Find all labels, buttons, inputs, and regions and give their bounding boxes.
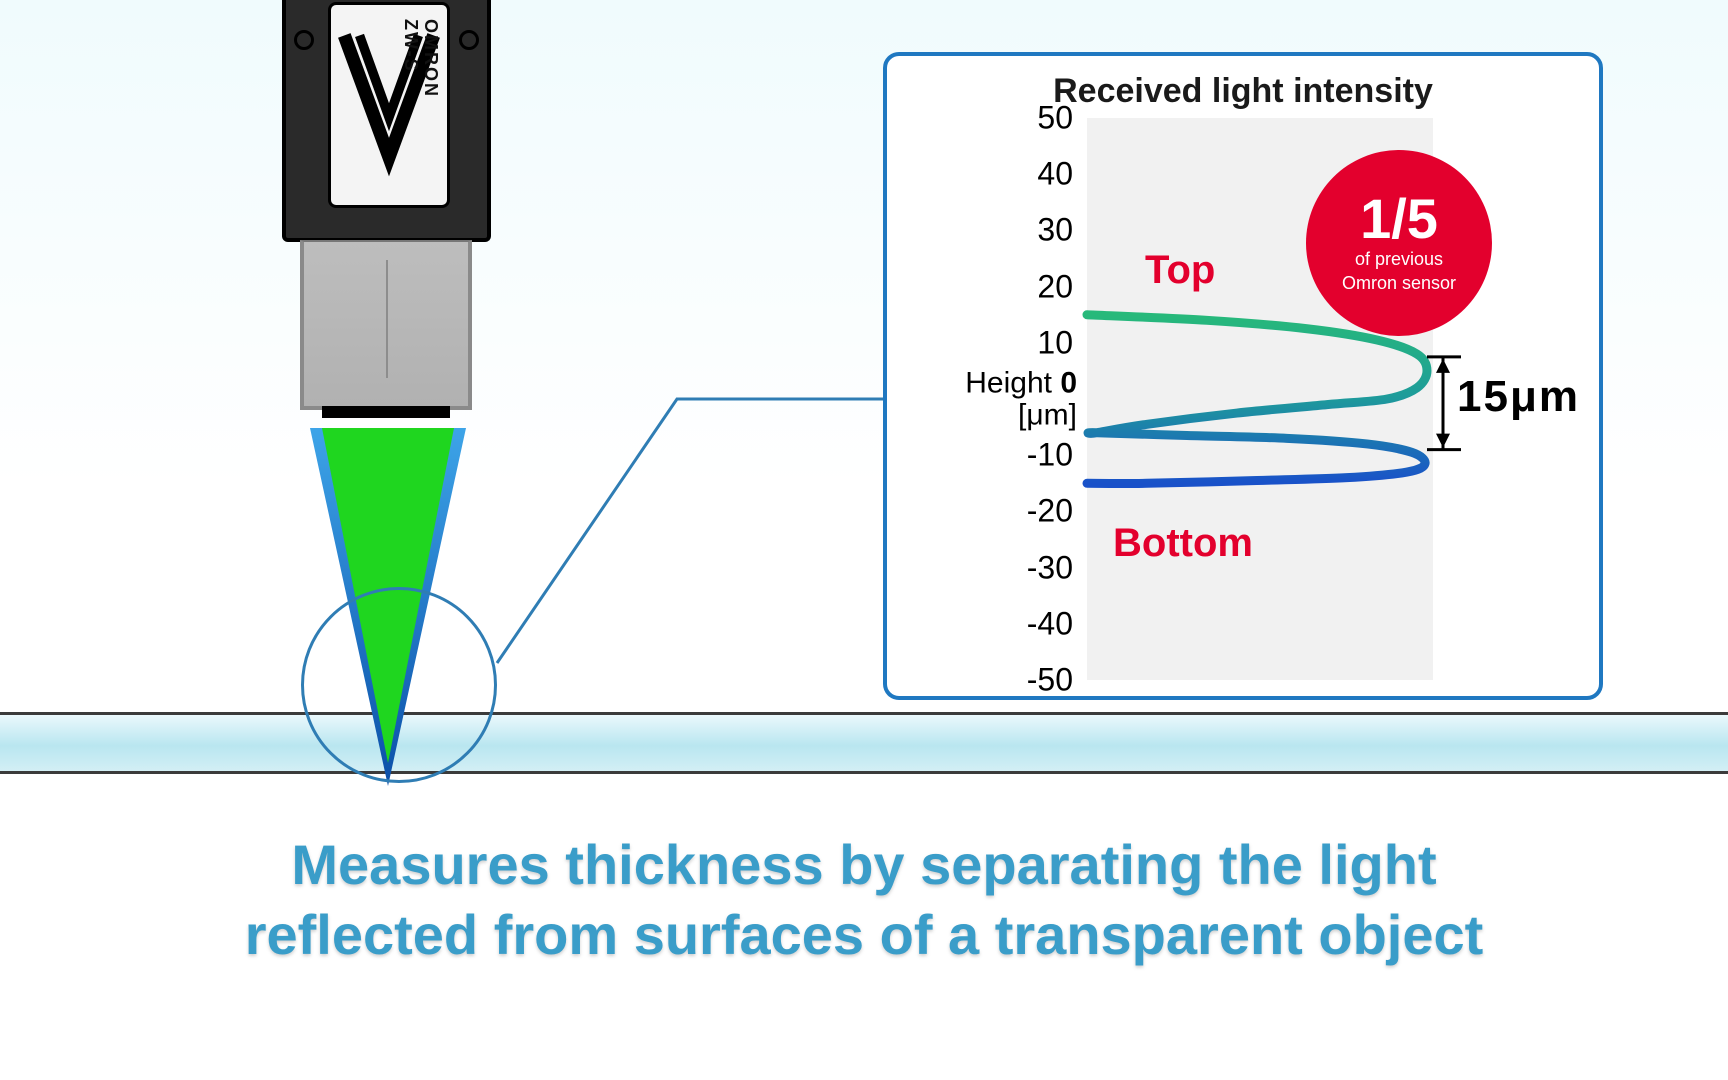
caption: Measures thickness by separating the lig… xyxy=(0,830,1728,970)
transparent-object-strip xyxy=(0,712,1728,774)
device-lower-body xyxy=(300,240,472,410)
measurement-value: 15μm xyxy=(1457,372,1580,422)
comparison-badge: 1/5 of previous Omron sensor xyxy=(1306,150,1492,336)
badge-line2: Omron sensor xyxy=(1342,273,1456,295)
leader-line xyxy=(497,399,897,689)
device-upper-body: OMRON ZW-S xyxy=(282,0,491,242)
badge-line1: of previous xyxy=(1355,249,1443,271)
sensor-device: OMRON ZW-S xyxy=(282,0,491,420)
screw-right xyxy=(459,30,479,50)
chart-panel: Received light intensity Height 0 [μm] 5… xyxy=(883,52,1603,700)
device-model-text: ZW-S xyxy=(400,19,421,73)
screw-left xyxy=(294,30,314,50)
device-label-plate: OMRON ZW-S xyxy=(328,2,450,208)
leader-circle xyxy=(301,587,497,783)
badge-ratio: 1/5 xyxy=(1360,191,1438,247)
caption-line2: reflected from surfaces of a transparent… xyxy=(245,903,1484,966)
device-brand-text: OMRON xyxy=(420,19,441,98)
device-bottom-strip xyxy=(322,406,450,418)
caption-line1: Measures thickness by separating the lig… xyxy=(291,833,1436,896)
